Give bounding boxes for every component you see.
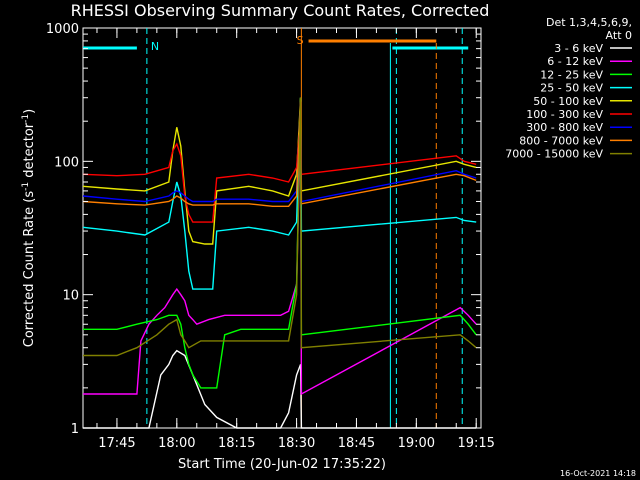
y-axis-label-end: ) <box>22 109 37 114</box>
legend-label: 3 - 6 keV <box>554 42 603 55</box>
x-tick-label: 19:15 <box>457 436 494 451</box>
x-tick-label: 18:00 <box>158 436 195 451</box>
series-line-8 <box>83 97 477 357</box>
x-tick-label: 17:45 <box>98 436 135 451</box>
y-axis-label: Corrected Count Rate (s-1 detector-1) <box>21 109 37 347</box>
y-tick-label: 1000 <box>46 22 79 37</box>
x-tick-label: 18:30 <box>278 436 315 451</box>
y-axis-label-main: Corrected Count Rate (s <box>22 191 37 348</box>
chart-title: RHESSI Observing Summary Count Rates, Co… <box>71 1 490 20</box>
legend-label: 50 - 100 keV <box>533 95 603 108</box>
legend-header-1: Det 1,3,4,5,6,9, <box>546 16 632 29</box>
series-line-1 <box>83 121 477 396</box>
x-tick-label: 18:15 <box>218 436 255 451</box>
legend-label: 300 - 800 keV <box>526 121 603 134</box>
timestamp: 16-Oct-2021 14:18 <box>560 469 636 478</box>
legend-label: 800 - 7000 keV <box>519 134 603 147</box>
y-axis-label-mid: detector <box>22 122 37 182</box>
x-tick-label: 19:00 <box>398 436 435 451</box>
y-axis-label-sup2: -1 <box>21 114 31 123</box>
night-label: N <box>151 40 159 53</box>
legend-label: 6 - 12 keV <box>547 55 603 68</box>
saa-label: S <box>297 34 304 47</box>
y-axis: 1 10 100 1000 <box>46 22 481 437</box>
x-axis-label: Start Time (20-Jun-02 17:35:22) <box>178 457 386 472</box>
y-tick-label: 10 <box>62 289 79 304</box>
x-tick-label: 18:45 <box>338 436 375 451</box>
plot-frame <box>82 27 482 429</box>
legend-label: 7000 - 15000 keV <box>505 148 603 161</box>
series-line-4 <box>82 97 477 245</box>
y-axis-label-sup1: -1 <box>21 182 31 191</box>
series-line-0 <box>83 349 477 429</box>
y-tick-label: 100 <box>54 155 79 170</box>
series-line-6 <box>82 101 477 203</box>
legend-header-2: Att 0 <box>606 29 632 42</box>
y-tick-label: 1 <box>71 422 79 437</box>
legend-label: 12 - 25 keV <box>540 68 603 81</box>
legend-label: 100 - 300 keV <box>526 108 603 121</box>
x-axis: 17:45 18:00 18:15 18:30 18:45 19:00 19:15 <box>96 28 495 451</box>
legend-label: 25 - 50 keV <box>540 82 603 95</box>
